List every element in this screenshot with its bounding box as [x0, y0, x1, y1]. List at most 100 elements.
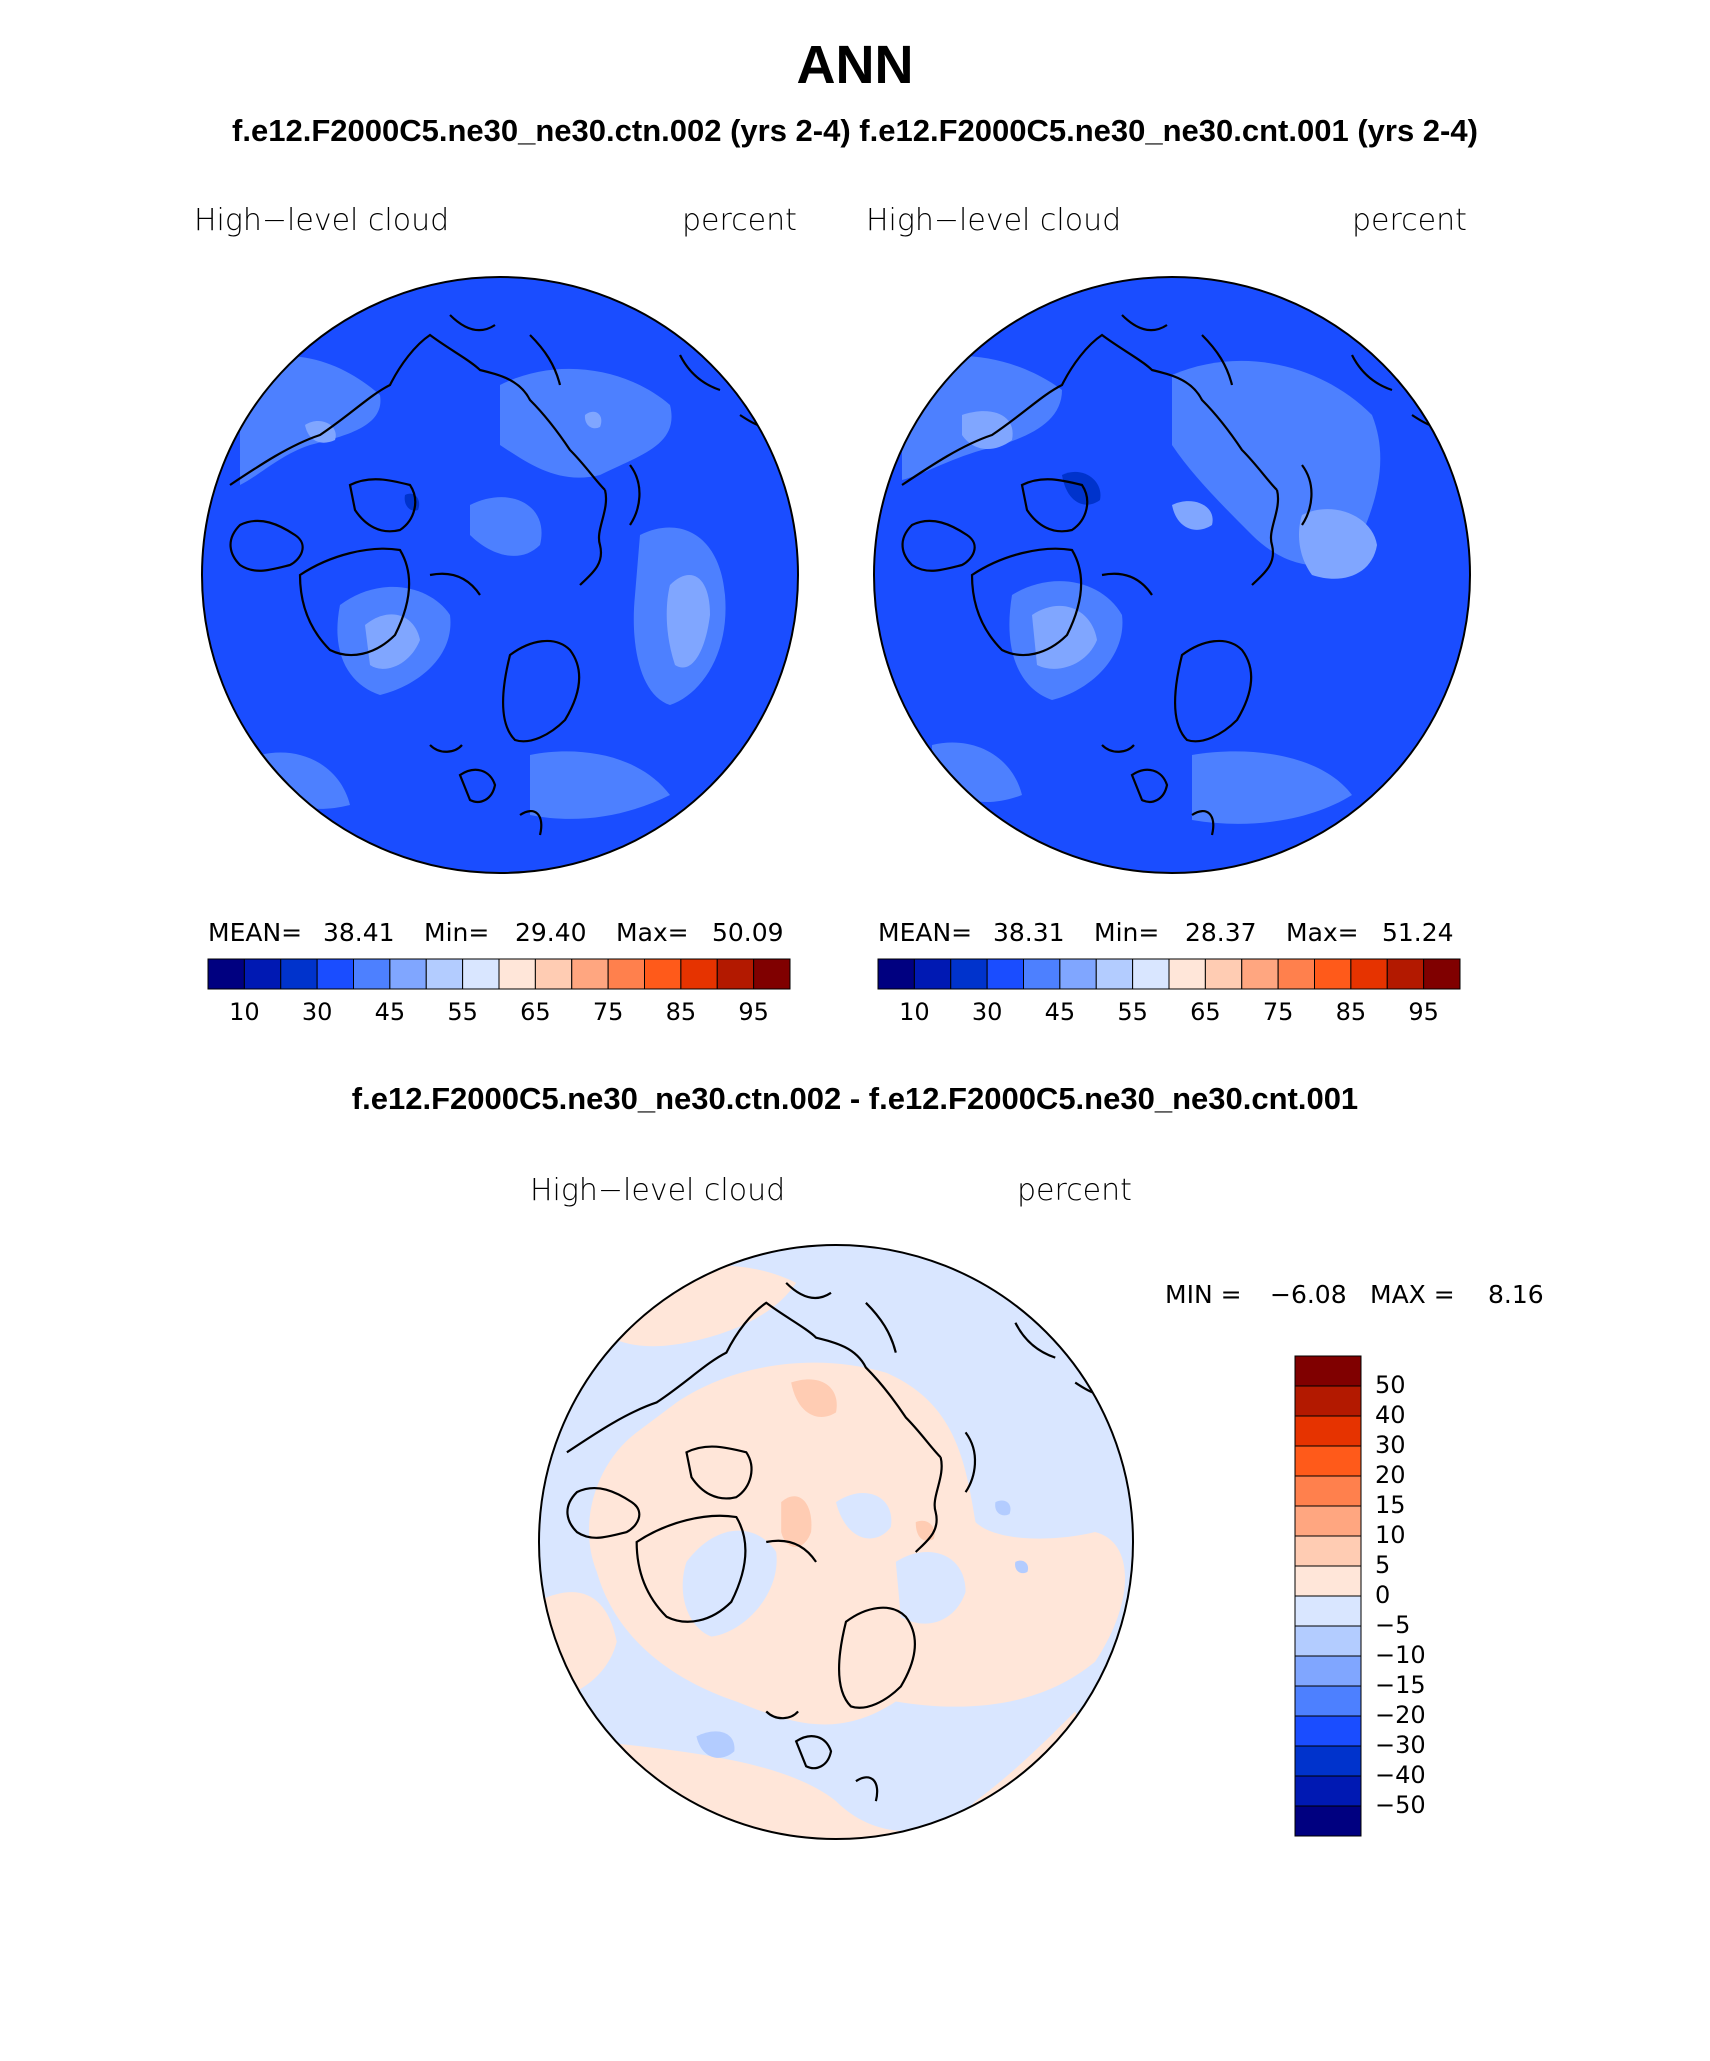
panel1-min-value: 29.40 [515, 918, 587, 947]
panel2-colorbar-label: 30 [971, 998, 1003, 1026]
diff-colorbar-box [1294, 1535, 1362, 1567]
panel1-colorbar-box [753, 958, 791, 990]
panel2-colorbar-box [1314, 958, 1352, 990]
diff-variable-label: High−level cloud [530, 1173, 786, 1208]
diff-field-pos [588, 1362, 1126, 1725]
panel1-max-value: 50.09 [712, 918, 784, 947]
diff-colorbar-label: −15 [1375, 1671, 1426, 1699]
panel2-colorbar-label: 45 [1044, 998, 1076, 1026]
panel2-colorbar-box [1059, 958, 1097, 990]
panel1-map [201, 276, 799, 874]
panel1-field-light [500, 368, 672, 478]
panel1-field-lighter [666, 575, 710, 668]
panel1-colorbar-box [716, 958, 755, 990]
diff-colorbar-label: 30 [1375, 1431, 1406, 1459]
panel2-colorbar-box [1023, 958, 1061, 990]
panel1-units-label: percent [682, 203, 797, 238]
panel2-colorbar-box [950, 958, 988, 990]
diff-colorbar-label: −20 [1375, 1701, 1426, 1729]
panel2-colorbar-box [1095, 958, 1134, 990]
panel2-min-value: 28.37 [1185, 918, 1257, 947]
diff-colorbar-box [1294, 1565, 1362, 1597]
diff-field-neg [895, 1551, 966, 1624]
panel2-colorbar-label: 85 [1335, 998, 1367, 1026]
diff-colorbar-label: 40 [1375, 1401, 1406, 1429]
panel1-field-light [530, 751, 670, 819]
diff-colorbar-box [1294, 1715, 1362, 1747]
panel2-colorbar-box [1277, 958, 1315, 990]
panel2-colorbar-label: 75 [1262, 998, 1294, 1026]
panel1-field-lighter [365, 614, 420, 669]
diff-coastlines [566, 1282, 1111, 1802]
panel1-mean-label: MEAN= [208, 918, 303, 947]
panel1-min-label: Min= [424, 918, 490, 947]
diff-colorbar-box [1294, 1625, 1362, 1657]
panel2-colorbar-box [1241, 958, 1279, 990]
panel2-colorbar-box [1423, 958, 1461, 990]
panel2-colorbar-box [913, 958, 952, 990]
panel2-field-dark [1062, 471, 1101, 505]
panel1-max-label: Max= [616, 918, 689, 947]
diff-field-neg2 [995, 1500, 1011, 1516]
diff-colorbar-box [1294, 1685, 1362, 1717]
panel1-field-light [240, 356, 381, 485]
diff-colorbar-box [1294, 1415, 1362, 1447]
panel1-colorbar-box [644, 958, 682, 990]
panel2-field-lighter [1299, 509, 1377, 579]
diff-colorbar-label: 50 [1375, 1371, 1406, 1399]
panel2-mean-label: MEAN= [878, 918, 973, 947]
panel2-colorbar [877, 958, 1461, 990]
diff-min-label: MIN = [1165, 1280, 1242, 1309]
diff-field-pos2 [781, 1496, 812, 1547]
diff-field-neg2 [1015, 1560, 1029, 1574]
panel1-colorbar-box [462, 958, 500, 990]
diff-colorbar-box [1294, 1655, 1362, 1687]
panel1-colorbar-box [243, 958, 282, 990]
diff-colorbar-labels: 50 40 30 20 15 10 5 0 −5 −10 −15 −20 −30 −40 −50 [1375, 1355, 1455, 1837]
panel2-colorbar-box [986, 958, 1024, 990]
diff-colorbar-box [1294, 1505, 1362, 1537]
diff-colorbar-label: 0 [1375, 1581, 1391, 1609]
diff-colorbar-box [1294, 1745, 1362, 1777]
diff-field-pos2 [915, 1520, 935, 1541]
panel1-colorbar-box [534, 958, 573, 990]
panel1-colorbar [207, 958, 791, 990]
diff-max-label: MAX = [1370, 1280, 1455, 1309]
panel1-variable-label: High−level cloud [194, 203, 450, 238]
panel2-variable-label: High−level cloud [866, 203, 1122, 238]
panel1-colorbar-label: 85 [665, 998, 697, 1026]
diff-colorbar-label: −10 [1375, 1641, 1426, 1669]
diff-field-neg2 [696, 1731, 735, 1758]
panel2-colorbar-box [1132, 958, 1170, 990]
panel1-colorbar-label: 45 [374, 998, 406, 1026]
panel2-max-value: 51.24 [1382, 918, 1454, 947]
panel2-colorbar-labels: 10 30 45 55 65 75 85 95 [878, 998, 1460, 1028]
diff-colorbar-label: 15 [1375, 1491, 1406, 1519]
subtitle: f.e12.F2000C5.ne30_ne30.ctn.002 (yrs 2-4… [232, 113, 1478, 148]
diff-field-neg [836, 1493, 892, 1539]
panel1-colorbar-label: 30 [301, 998, 333, 1026]
diff-colorbar-label: 20 [1375, 1461, 1406, 1489]
panel1-colorbar-label: 65 [520, 998, 551, 1026]
diff-max-value: 8.16 [1488, 1280, 1544, 1309]
diff-field-neg [682, 1530, 777, 1637]
panel1-field-light [470, 497, 542, 556]
panel1-colorbar-label: 55 [447, 998, 478, 1026]
panel2-field-light [1192, 751, 1352, 824]
diff-colorbar-label: −40 [1375, 1761, 1426, 1789]
panel2-units-label: percent [1352, 203, 1467, 238]
diff-colorbar-label: −50 [1375, 1791, 1426, 1819]
panel1-colorbar-box [680, 958, 718, 990]
panel1-coastlines [229, 314, 776, 836]
diff-colorbar-label: −5 [1375, 1611, 1411, 1639]
panel2-max-label: Max= [1286, 918, 1359, 947]
panel2-field-lighter [1172, 501, 1213, 530]
diff-colorbar-box [1294, 1595, 1362, 1627]
diff-colorbar-box [1294, 1355, 1362, 1387]
panel1-mean-value: 38.41 [323, 918, 395, 947]
diff-colorbar-box [1294, 1775, 1362, 1807]
panel1-colorbar-labels: 10 30 45 55 65 75 85 95 [208, 998, 790, 1028]
panel2-colorbar-box [1350, 958, 1388, 990]
panel1-colorbar-box [425, 958, 464, 990]
diff-colorbar-label: −30 [1375, 1731, 1426, 1759]
